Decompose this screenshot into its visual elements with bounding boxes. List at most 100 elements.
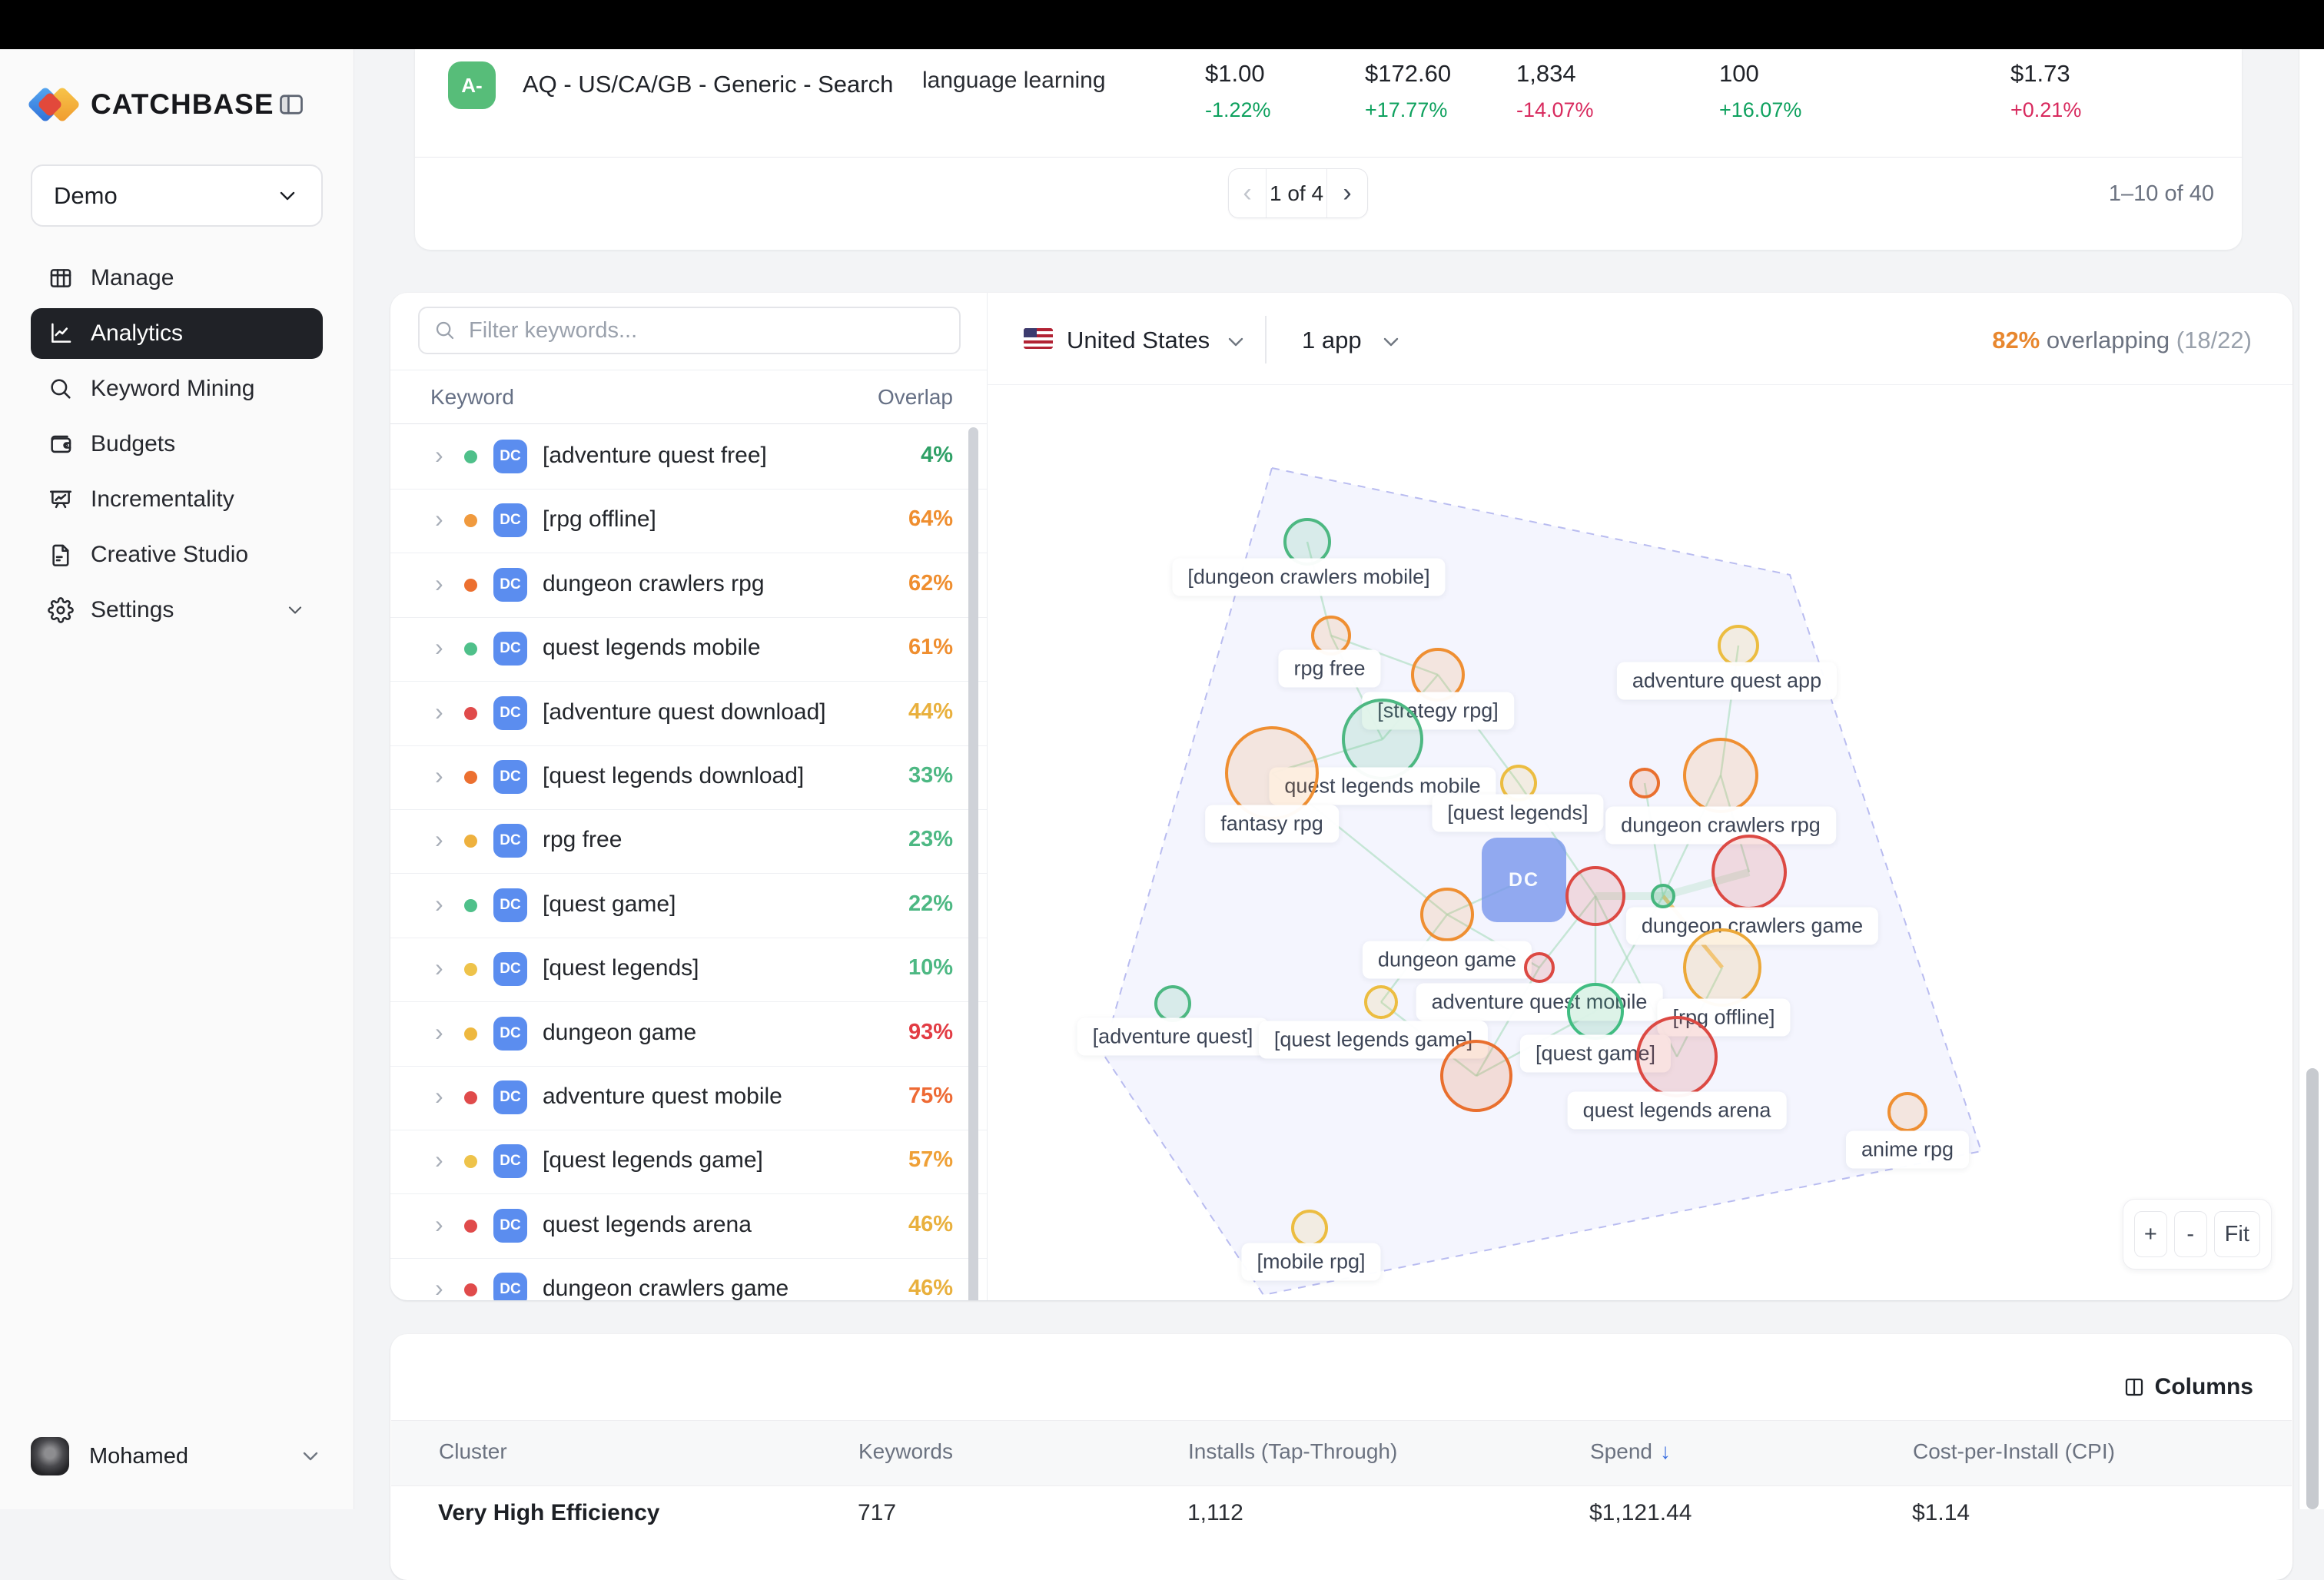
sidebar-item-label: Analytics xyxy=(91,320,184,346)
keyword-bubble-adventure-quest-app[interactable] xyxy=(1718,625,1759,666)
chevron-right-icon[interactable]: › xyxy=(435,1146,443,1174)
sort-desc-icon[interactable]: ↓ xyxy=(1659,1439,1671,1463)
sidebar-item-manage[interactable]: Manage xyxy=(31,253,323,304)
gear-icon xyxy=(48,597,74,623)
status-dot xyxy=(464,1091,477,1104)
keyword-row[interactable]: › DC quest legends arena 46% xyxy=(390,1193,987,1259)
keyword-bubble-dungeon-crawlers-mobile[interactable] xyxy=(1283,518,1331,566)
chevron-right-icon[interactable]: › xyxy=(435,505,443,533)
sidebar-collapse-icon[interactable] xyxy=(277,91,306,118)
keyword-bubble-dungeon-crawlers-game[interactable] xyxy=(1711,835,1787,910)
app-node[interactable]: DC xyxy=(1482,838,1566,922)
status-dot xyxy=(464,898,477,912)
apps-select[interactable]: 1 app xyxy=(1302,327,1362,354)
bubble-label: anime rpg xyxy=(1845,1130,1970,1169)
chevron-down-icon[interactable] xyxy=(1223,330,1248,354)
keyword-text: rpg free xyxy=(543,827,622,853)
keyword-bubble-quest-game[interactable] xyxy=(1567,983,1624,1040)
zoom-fit-button[interactable]: Fit xyxy=(2213,1211,2261,1257)
chevron-right-icon[interactable]: › xyxy=(435,1017,443,1046)
metric-change: +17.77% xyxy=(1365,98,1448,121)
column-header-label: Cost-per-Install (CPI) xyxy=(1913,1439,2115,1463)
campaign-name[interactable]: AQ - US/CA/GB - Generic - Search xyxy=(523,71,894,98)
user-menu[interactable]: Mohamed xyxy=(31,1429,323,1483)
keyword-filter[interactable] xyxy=(418,307,961,354)
keyword-row[interactable]: › DC [adventure quest free] 4% xyxy=(390,424,987,490)
chevron-right-icon[interactable]: › xyxy=(435,569,443,597)
sidebar-item-creative-studio[interactable]: Creative Studio xyxy=(31,529,323,580)
bubble-label: [quest legends game] xyxy=(1258,1021,1489,1059)
sidebar-item-settings[interactable]: Settings xyxy=(31,585,323,636)
status-dot xyxy=(464,1155,477,1169)
zoom-out-button[interactable]: - xyxy=(2173,1211,2207,1257)
zoom-in-button[interactable]: + xyxy=(2134,1211,2167,1257)
keyword-bubble-dungeon-game[interactable] xyxy=(1420,888,1474,941)
keyword-bubble-quest-legends-game[interactable] xyxy=(1364,985,1398,1019)
keyword-row[interactable]: › DC [quest legends game] 57% xyxy=(390,1129,987,1195)
sidebar-item-analytics[interactable]: Analytics xyxy=(31,308,323,359)
column-header-cost-per-install-cpi-[interactable]: Cost-per-Install (CPI) xyxy=(1913,1439,2115,1464)
keyword-bubble-rpg-offline[interactable] xyxy=(1683,928,1761,1007)
keyword-list: › DC [adventure quest free] 4% › DC [rpg offli… xyxy=(390,424,987,1300)
keyword-bubble-adventure-quest-mobile[interactable] xyxy=(1524,952,1555,983)
workspace-select[interactable]: Demo xyxy=(31,164,323,227)
chevron-right-icon[interactable]: › xyxy=(435,633,443,662)
overlap-column-header: Overlap xyxy=(877,385,953,409)
keyword-row[interactable]: › DC dungeon crawlers game 46% xyxy=(390,1257,987,1300)
overlap-stat: 82% overlapping (18/22) xyxy=(1992,327,2252,354)
bubble-label: adventure quest mobile xyxy=(1416,983,1663,1021)
keyword-bubble[interactable] xyxy=(1565,866,1625,926)
sidebar-item-incrementality[interactable]: Incrementality xyxy=(31,474,323,525)
chevron-right-icon[interactable]: › xyxy=(435,441,443,469)
sidebar-item-budgets[interactable]: Budgets xyxy=(31,419,323,470)
next-page-button[interactable]: › xyxy=(1326,169,1367,217)
keyword-bubble[interactable] xyxy=(1440,1040,1512,1112)
keyword-bubble-dungeon-crawlers-rpg[interactable] xyxy=(1683,738,1758,813)
prev-page-button[interactable]: ‹ xyxy=(1229,169,1267,217)
keyword-bubble-mobile-rpg[interactable] xyxy=(1291,1210,1328,1246)
column-header-label: Keywords xyxy=(858,1439,953,1463)
keyword-bubble-adventure-quest[interactable] xyxy=(1154,985,1191,1022)
columns-button[interactable]: Columns xyxy=(2123,1374,2253,1400)
doc-icon xyxy=(48,542,74,568)
window-scrollbar[interactable] xyxy=(2299,49,2324,1509)
keyword-row[interactable]: › DC [quest legends] 10% xyxy=(390,937,987,1003)
metric-change: +16.07% xyxy=(1719,98,1802,121)
column-header-keywords[interactable]: Keywords xyxy=(858,1439,953,1464)
metric-change: -14.07% xyxy=(1516,98,1594,121)
keyword-row[interactable]: › DC [adventure quest download] 44% xyxy=(390,681,987,746)
keyword-filter-input[interactable] xyxy=(467,317,931,344)
keyword-row[interactable]: › DC [quest game] 22% xyxy=(390,873,987,938)
status-dot xyxy=(464,706,477,720)
keyword-bubble[interactable] xyxy=(1651,884,1675,908)
keyword-row[interactable]: › DC [quest legends download] 33% xyxy=(390,745,987,810)
chevron-right-icon[interactable]: › xyxy=(435,1082,443,1110)
chevron-right-icon[interactable]: › xyxy=(435,762,443,789)
keyword-bubble[interactable] xyxy=(1629,768,1660,798)
keyword-row[interactable]: › DC [rpg offline] 64% xyxy=(390,488,987,554)
keyword-list-scrollbar[interactable] xyxy=(968,427,978,1300)
chevron-right-icon[interactable]: › xyxy=(435,825,443,854)
country-select[interactable]: United States xyxy=(1067,327,1210,354)
column-header-installs-tap-through-[interactable]: Installs (Tap-Through) xyxy=(1188,1439,1397,1464)
keyword-bubble-anime-rpg[interactable] xyxy=(1887,1092,1927,1132)
sidebar-item-keyword-mining[interactable]: Keyword Mining xyxy=(31,363,323,414)
keyword-row[interactable]: › DC rpg free 23% xyxy=(390,808,987,875)
keyword-row[interactable]: › DC dungeon game 93% xyxy=(390,1001,987,1067)
keyword-overlap-graph[interactable]: DC [dungeon crawlers mobile] rpg free [stra… xyxy=(987,384,2292,1300)
chevron-right-icon[interactable]: › xyxy=(435,1274,443,1300)
keyword-row[interactable]: › DC dungeon crawlers rpg 62% xyxy=(390,553,987,618)
chevron-down-icon[interactable] xyxy=(1379,330,1403,354)
keyword-bubble-quest-legends-mobile[interactable] xyxy=(1342,699,1423,780)
chevron-right-icon[interactable]: › xyxy=(435,1210,443,1238)
keyword-row[interactable]: › DC adventure quest mobile 75% xyxy=(390,1065,987,1130)
keyword-bubble-quest-legends-arena[interactable] xyxy=(1636,1016,1718,1097)
chevron-right-icon[interactable]: › xyxy=(435,889,443,918)
keyword-row[interactable]: › DC quest legends mobile 61% xyxy=(390,616,987,682)
app-badge: DC xyxy=(493,888,527,922)
window-scrollbar-thumb[interactable] xyxy=(2306,1068,2319,1509)
chevron-right-icon[interactable]: › xyxy=(435,954,443,982)
column-header-cluster[interactable]: Cluster xyxy=(439,1439,507,1464)
column-header-spend[interactable]: Spend ↓ xyxy=(1590,1439,1671,1464)
chevron-right-icon[interactable]: › xyxy=(435,697,443,725)
